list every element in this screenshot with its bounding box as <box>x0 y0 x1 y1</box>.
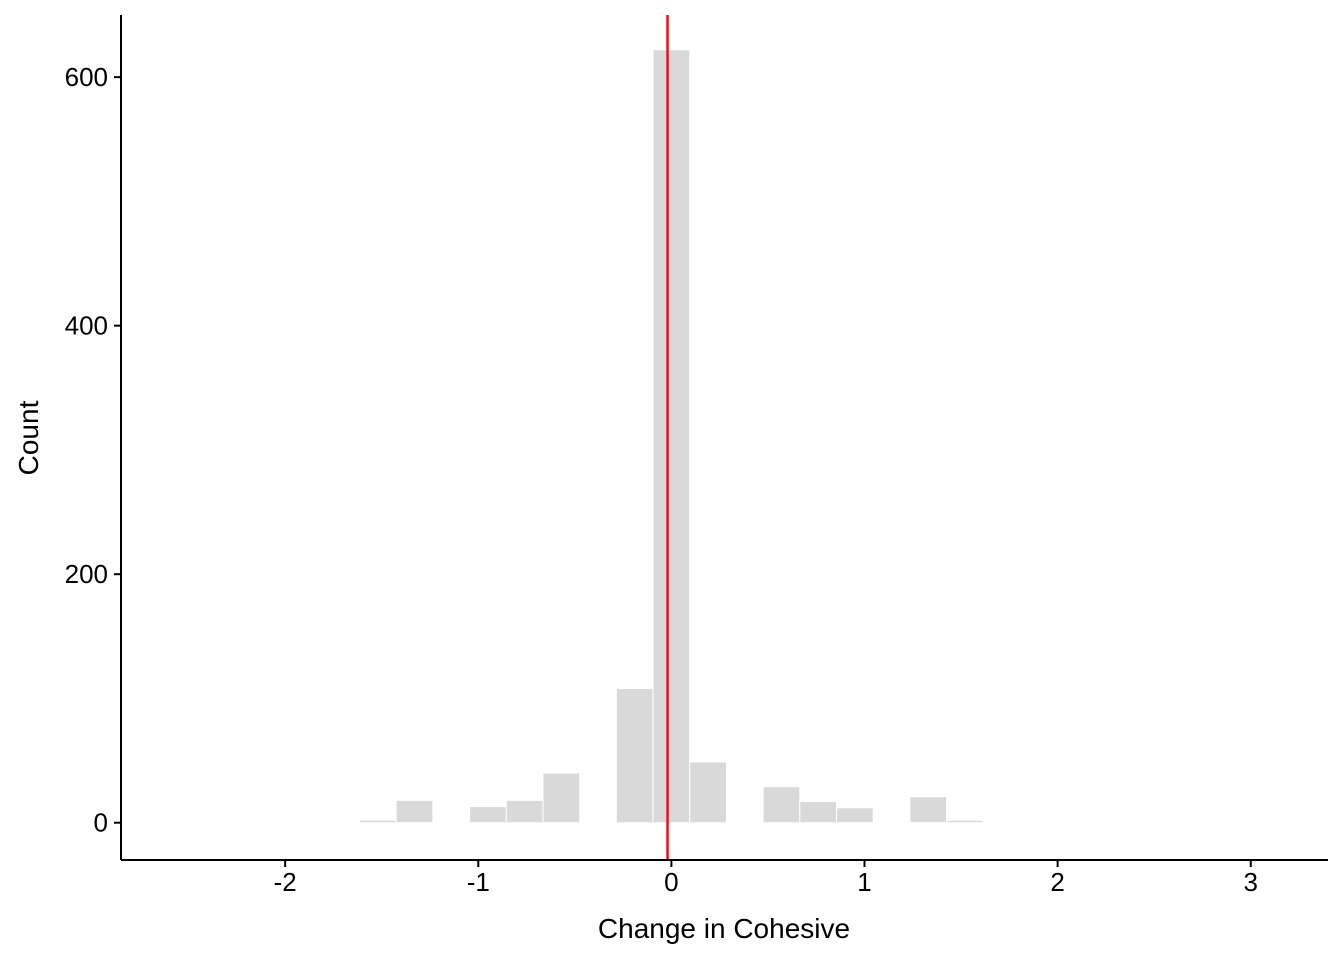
histogram-bar <box>836 807 874 824</box>
x-tick-label: -2 <box>274 867 297 897</box>
y-ticks-group: 0 200 400 600 <box>65 62 121 838</box>
histogram-bar <box>505 799 544 824</box>
x-tick-label: 0 <box>664 867 678 897</box>
y-tick-label: 400 <box>65 311 108 341</box>
bars-group <box>359 49 984 824</box>
x-tick-label: 2 <box>1050 867 1064 897</box>
axes-group <box>120 15 1328 861</box>
x-tick-label: -1 <box>467 867 490 897</box>
histogram-bar <box>799 801 838 824</box>
histogram-bar <box>542 772 581 824</box>
histogram-bar <box>395 799 434 824</box>
histogram-bar <box>652 49 691 824</box>
x-tick-label: 1 <box>857 867 871 897</box>
histogram-bar <box>946 819 984 824</box>
x-tick-label: 3 <box>1244 867 1258 897</box>
histogram-bar <box>909 796 948 824</box>
histogram-bar <box>689 761 727 824</box>
histogram-bar <box>762 786 801 824</box>
x-ticks-group: -2 -1 0 1 2 3 <box>274 860 1258 897</box>
x-axis-title: Change in Cohesive <box>598 913 850 944</box>
y-axis-title: Count <box>13 400 44 475</box>
y-tick-label: 0 <box>94 808 108 838</box>
y-tick-label: 200 <box>65 559 108 589</box>
histogram-bar <box>359 819 397 824</box>
histogram-bar <box>615 688 654 824</box>
y-tick-label: 600 <box>65 62 108 92</box>
histogram-bar <box>469 806 507 824</box>
